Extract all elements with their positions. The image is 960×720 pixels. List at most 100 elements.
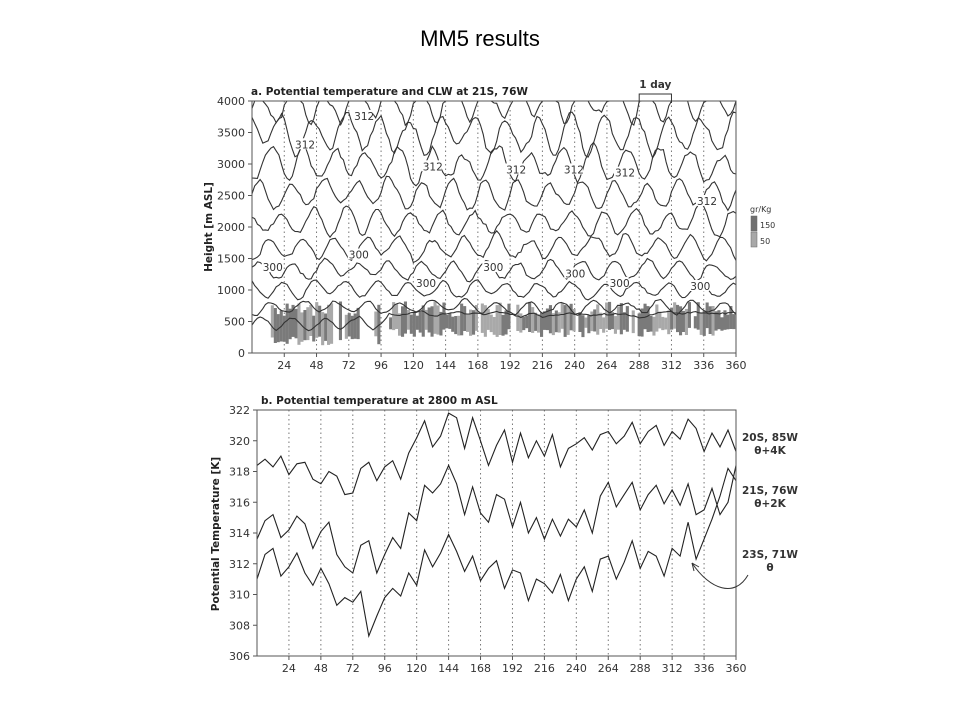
a-xtick-label: 168 <box>467 359 488 372</box>
b-xtick-label: 216 <box>534 662 555 675</box>
clw-shading <box>418 311 422 333</box>
clw-shading <box>590 311 594 332</box>
clw-shading <box>611 312 615 330</box>
clw-shading <box>661 316 665 331</box>
b-ytick-label: 312 <box>229 558 250 571</box>
clw-shading <box>436 305 440 335</box>
a-xtick-label: 24 <box>277 359 291 372</box>
b-xtick-label: 72 <box>346 662 360 675</box>
one-day-label: 1 day <box>639 79 671 91</box>
clw-shading <box>732 314 736 330</box>
clw-shading <box>569 303 573 331</box>
b-ytick-label: 318 <box>229 466 250 479</box>
clw-shading <box>392 302 396 331</box>
clw-shading <box>658 311 662 329</box>
legend-entry-1: θ+2K <box>754 498 786 510</box>
clw-shading <box>412 312 416 337</box>
b-xtick-label: 120 <box>406 662 427 675</box>
clw-shading <box>403 301 407 334</box>
clw-shading <box>637 313 641 337</box>
a-xtick-label: 312 <box>661 359 682 372</box>
clw-shading <box>578 312 582 332</box>
clw-shading <box>406 310 410 330</box>
clw-shading <box>338 301 342 341</box>
clw-shading <box>714 311 718 331</box>
b-xtick-label: 264 <box>598 662 619 675</box>
isentrope-contour <box>251 201 737 239</box>
clw-shading <box>300 312 304 342</box>
b-xtick-label: 312 <box>662 662 683 675</box>
clw-shading <box>646 306 650 332</box>
b-ytick-label: 314 <box>229 527 250 540</box>
clw-shading <box>463 306 467 331</box>
clw-shading <box>389 317 393 330</box>
isentrope-contour <box>251 175 737 212</box>
clw-shading <box>356 307 360 340</box>
contour-label: 300 <box>565 268 585 280</box>
clw-shading <box>324 313 328 341</box>
b-ytick-label: 306 <box>229 650 250 663</box>
clw-shading <box>398 313 402 336</box>
legend-entry-0: θ+4K <box>754 445 786 457</box>
clw-shading <box>602 317 606 333</box>
panel-b-ylabel: Potential Temperature [K] <box>210 457 222 611</box>
clw-shading <box>401 306 405 337</box>
b-xtick-label: 144 <box>438 662 459 675</box>
clw-shading <box>483 305 487 337</box>
a-xtick-label: 120 <box>403 359 424 372</box>
one-day-bracket <box>638 93 672 103</box>
isentrope-contour <box>251 310 737 332</box>
a-xtick-label: 216 <box>532 359 553 372</box>
contour-label-bg <box>294 138 315 150</box>
clw-shading <box>667 310 671 335</box>
clw-shading <box>303 310 307 341</box>
a-ytick-label: 2000 <box>217 221 245 234</box>
clw-shading <box>593 309 597 332</box>
contour-label: 312 <box>423 161 443 173</box>
clw-shading <box>294 308 298 339</box>
clw-shading <box>486 309 490 330</box>
series-line-1 <box>256 464 737 575</box>
clw-shading <box>507 303 511 330</box>
series-line-2 <box>256 467 737 638</box>
contour-label: 300 <box>483 262 503 274</box>
clw-shading <box>442 302 446 330</box>
contour-label-bg <box>261 261 282 273</box>
clw-shading <box>676 304 680 333</box>
panel-b-frame <box>256 409 737 657</box>
a-xtick-label: 144 <box>435 359 456 372</box>
legend-entry-2: 23S, 71W <box>742 549 798 561</box>
colorbar-label: 150 <box>760 221 775 230</box>
clw-shading <box>534 312 538 331</box>
contour-label-bg <box>482 261 503 273</box>
b-xtick-label: 96 <box>378 662 392 675</box>
clw-shading <box>424 309 428 330</box>
clw-shading <box>554 310 558 333</box>
isentrope-contour <box>251 141 737 187</box>
clw-shading <box>560 302 564 329</box>
isentrope-contour <box>251 279 737 301</box>
clw-shading <box>516 304 520 331</box>
contour-label-bg <box>347 248 368 260</box>
clw-shading <box>330 303 334 344</box>
contour-label-bg <box>421 160 442 172</box>
clw-shading <box>723 310 727 330</box>
clw-shading <box>312 315 316 342</box>
clw-shading <box>605 302 609 329</box>
a-ytick-label: 1500 <box>217 253 245 266</box>
b-xtick-label: 192 <box>502 662 523 675</box>
clw-shading <box>684 308 688 335</box>
contour-label: 312 <box>506 164 526 176</box>
a-xtick-label: 96 <box>374 359 388 372</box>
clw-shading <box>587 315 591 334</box>
clw-shading <box>318 305 322 337</box>
isentrope-contour <box>251 100 737 127</box>
clw-shading <box>545 308 549 331</box>
b-xtick-label: 336 <box>694 662 715 675</box>
clw-shading <box>572 309 576 332</box>
clw-shading <box>327 304 331 345</box>
colorbar-swatch <box>750 215 758 232</box>
clw-shading <box>306 307 310 341</box>
panel-b: b. Potential temperature at 2800 m ASL P… <box>210 395 798 675</box>
a-ytick-label: 4000 <box>217 95 245 108</box>
